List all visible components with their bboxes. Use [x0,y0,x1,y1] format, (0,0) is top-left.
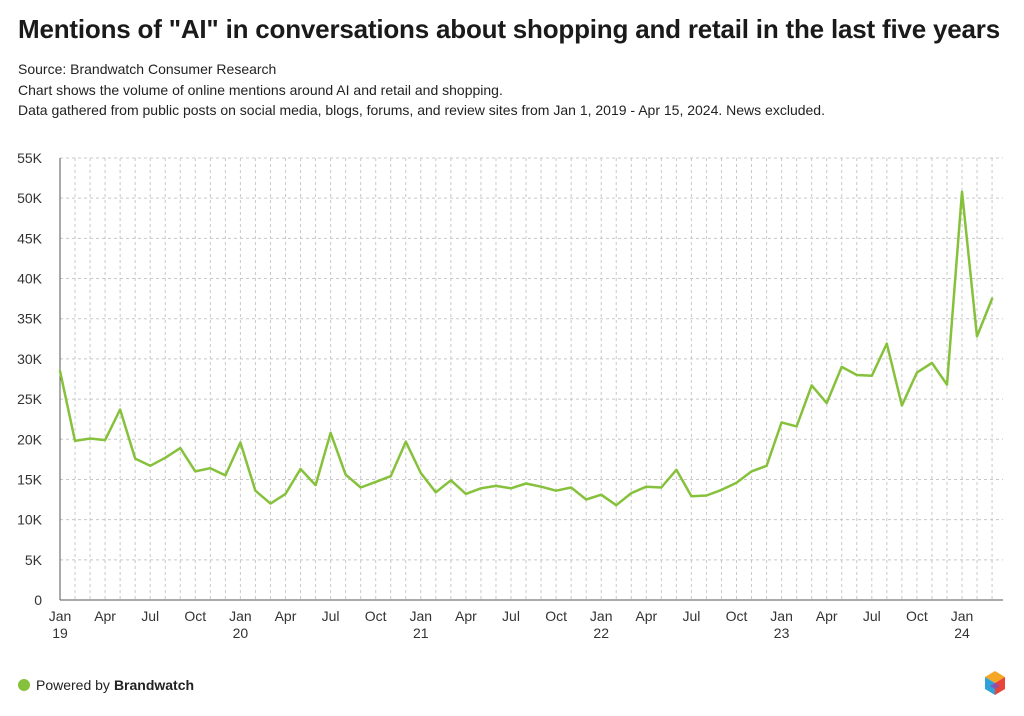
x-tick-label: Oct [545,608,567,624]
x-tick-label: Jan [770,608,793,624]
x-tick-label: Jan [951,608,974,624]
x-tick-year-label: 19 [52,625,68,641]
x-tick-label: Jan [410,608,433,624]
y-tick-label: 45K [17,230,43,246]
y-tick-label: 30K [17,351,43,367]
x-tick-label: Apr [635,608,657,624]
footer: Powered by Brandwatch [18,677,194,693]
x-tick-label: Oct [726,608,748,624]
x-tick-year-label: 23 [774,625,790,641]
x-tick-label: Oct [906,608,928,624]
description-line-1: Chart shows the volume of online mention… [18,82,503,98]
description-line-2: Data gathered from public posts on socia… [18,102,825,118]
x-tick-label: Jul [863,608,881,624]
x-tick-label: Apr [816,608,838,624]
x-tick-label: Jul [141,608,159,624]
y-tick-label: 10K [17,512,43,528]
x-tick-label: Jan [590,608,613,624]
x-tick-label: Jan [49,608,72,624]
x-tick-year-label: 22 [593,625,609,641]
x-tick-year-label: 20 [233,625,249,641]
powered-by-label: Powered by [36,677,110,693]
x-tick-year-label: 24 [954,625,970,641]
x-tick-label: Oct [365,608,387,624]
y-tick-label: 15K [17,471,43,487]
brand-dot-icon [18,679,30,691]
y-tick-label: 25K [17,391,43,407]
x-tick-label: Jul [322,608,340,624]
series-line [58,190,994,507]
x-tick-label: Apr [275,608,297,624]
chart-title: Mentions of "AI" in conversations about … [18,14,1000,44]
y-tick-label: 20K [17,431,43,447]
x-tick-label: Jul [502,608,520,624]
y-tick-label: 35K [17,311,43,327]
x-tick-label: Jan [229,608,252,624]
x-tick-label: Apr [455,608,477,624]
y-tick-label: 50K [17,190,43,206]
x-tick-label: Jul [682,608,700,624]
y-tick-label: 5K [25,552,43,568]
y-tick-label: 55K [17,150,43,166]
x-tick-year-label: 21 [413,625,429,641]
x-tick-label: Oct [184,608,206,624]
brand-name[interactable]: Brandwatch [113,677,195,693]
x-tick-label: Apr [94,608,116,624]
brandwatch-logo-icon[interactable] [983,670,1007,696]
y-tick-label: 40K [17,271,43,287]
y-tick-label: 0 [34,592,42,608]
source-text: Source: Brandwatch Consumer Research [18,61,277,77]
